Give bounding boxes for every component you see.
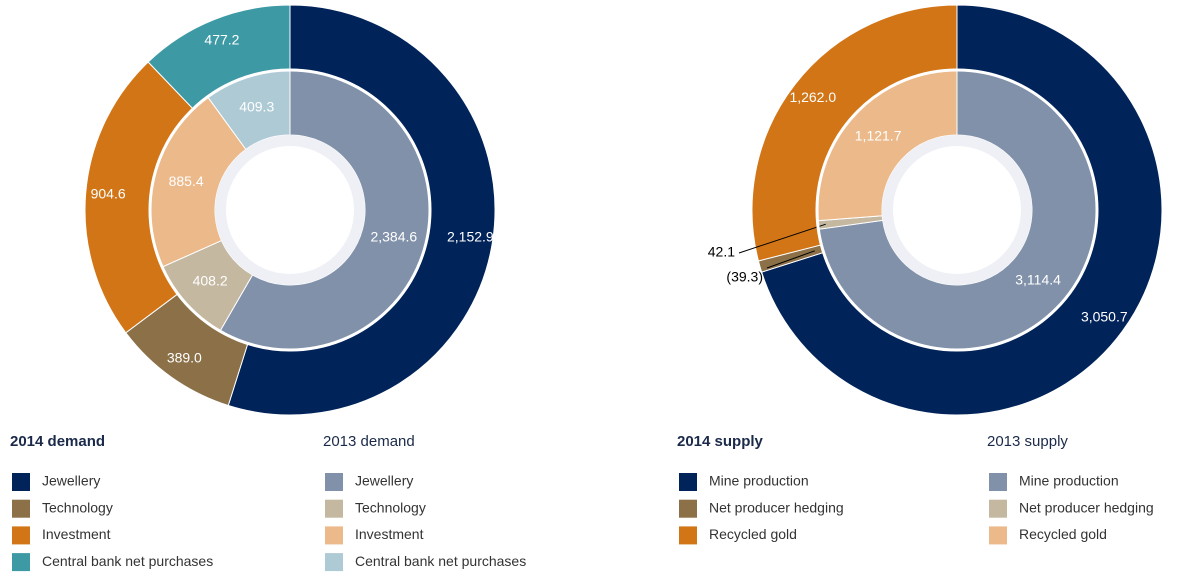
data-label: (39.3)	[726, 269, 763, 285]
center-hole	[893, 146, 1021, 274]
legend-title: 2013 demand	[323, 433, 415, 450]
legend-label: Central bank net purchases	[355, 553, 526, 569]
data-label: 409.3	[239, 98, 274, 114]
legend-swatch	[325, 499, 343, 518]
legend-label: Net producer hedging	[709, 499, 844, 515]
legend-swatch	[12, 473, 30, 491]
leader-line	[766, 250, 815, 269]
data-label: 408.2	[193, 273, 228, 289]
legend-label: Recycled gold	[1019, 526, 1107, 542]
legend-label: Technology	[355, 499, 426, 515]
data-label: 1,121.7	[855, 128, 902, 144]
legend-swatch	[12, 553, 30, 572]
center-hole	[226, 146, 354, 274]
legend-label: Net producer hedging	[1019, 499, 1154, 515]
legend-swatch	[325, 473, 343, 491]
data-label: 477.2	[204, 31, 239, 47]
data-label: 1,262.0	[789, 89, 836, 105]
legend-swatch	[679, 499, 697, 518]
legend-label: Jewellery	[355, 473, 413, 489]
leader-line	[738, 223, 826, 254]
data-label: 885.4	[169, 173, 204, 189]
legend-label: Technology	[42, 499, 113, 515]
legend-swatch	[679, 526, 697, 545]
legend-title: 2014 supply	[677, 433, 764, 450]
legend-label: Jewellery	[42, 473, 100, 489]
legend-label: Mine production	[1019, 473, 1119, 489]
legend-swatch	[989, 499, 1007, 518]
legend-swatch	[325, 526, 343, 545]
legend-label: Investment	[355, 526, 424, 542]
legend-swatch	[989, 526, 1007, 545]
data-label: 3,114.4	[1015, 271, 1061, 287]
data-label: 3,050.7	[1081, 308, 1128, 324]
legend-label: Investment	[42, 526, 111, 542]
legend-swatch	[12, 499, 30, 518]
legend-label: Mine production	[709, 473, 809, 489]
data-label: 2,384.6	[370, 229, 417, 245]
data-label: 2,152.9	[447, 229, 494, 245]
legend-label: Recycled gold	[709, 526, 797, 542]
legend-title: 2013 supply	[987, 433, 1068, 450]
ring-separator	[815, 68, 1099, 352]
legend-label: Central bank net purchases	[42, 553, 213, 569]
ring-separator	[148, 68, 432, 352]
legend-title: 2014 demand	[10, 433, 105, 450]
legend-swatch	[989, 473, 1007, 491]
data-label: 904.6	[91, 186, 126, 202]
legend-swatch	[12, 526, 30, 545]
data-label: 42.1	[708, 244, 735, 260]
legend-swatch	[325, 553, 343, 572]
legend-swatch	[679, 473, 697, 491]
data-label: 389.0	[167, 350, 202, 366]
